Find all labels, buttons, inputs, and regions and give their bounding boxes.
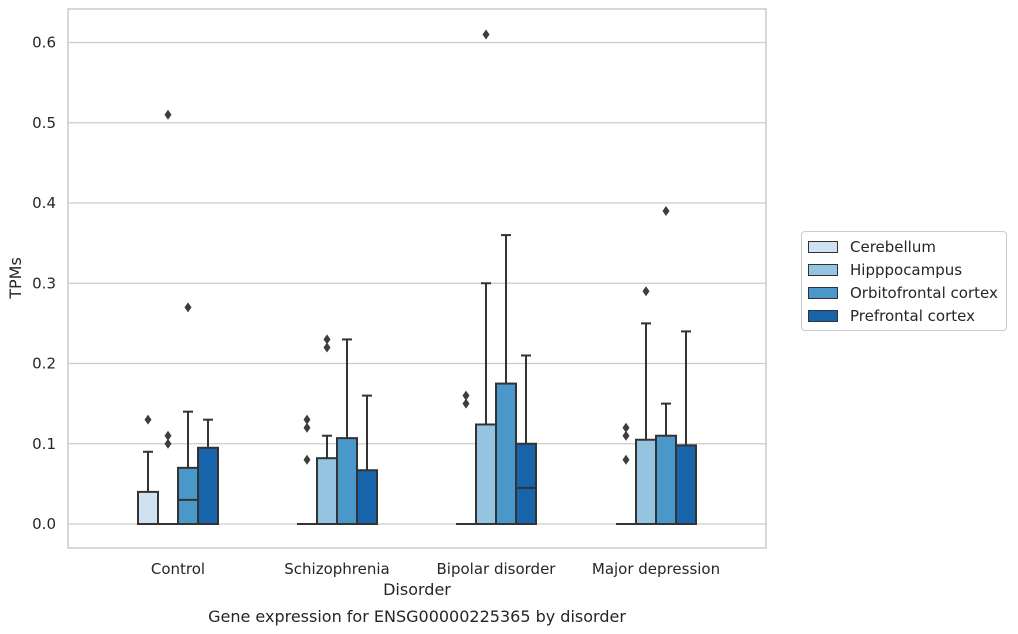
box-hipppocampus [635,286,657,525]
legend-item: Prefrontal cortex [802,304,1006,327]
box [655,434,677,526]
box-hipppocampus [316,334,338,526]
outlier-point [622,430,630,441]
box-hipppocampus [158,109,178,525]
outlier-point [164,438,172,449]
outlier-point [323,342,331,353]
box [675,444,697,526]
legend-swatch [808,286,838,299]
x-tick-label: Control [151,560,205,578]
legend-label: Cerebellum [850,237,936,256]
y-tick-label: 0.1 [32,435,56,453]
outlier-point [642,286,650,297]
outlier-point [303,422,311,433]
y-tick-label: 0.2 [32,355,56,373]
legend-label: Orbitofrontal cortex [850,283,998,302]
y-axis-ticks: 0.0 0.1 0.2 0.3 0.4 0.5 0.6 [32,34,56,534]
box [475,423,497,525]
box [495,382,517,525]
x-tick-label: Major depression [592,560,720,578]
outlier-point [462,398,470,409]
boxes [137,29,697,526]
y-tick-label: 0.6 [32,34,56,52]
outlier-point [303,454,311,465]
outlier-point [622,422,630,433]
box-orbitofrontal-cortex [655,206,677,526]
chart-title: Gene expression for ENSG00000225365 by d… [208,607,626,626]
box-prefrontal-cortex [356,394,378,526]
x-axis-title: Disorder [383,580,451,599]
box [177,466,199,526]
outlier-point [144,414,152,425]
box-orbitofrontal-cortex [177,302,199,526]
gridlines [68,41,766,525]
legend-item: Hipppocampus [802,258,1006,281]
y-tick-label: 0.4 [32,194,56,212]
box-prefrontal-cortex [515,354,537,525]
y-tick-label: 0.0 [32,515,56,533]
x-tick-label: Schizophrenia [284,560,389,578]
box [635,438,657,525]
legend: Cerebellum Hipppocampus Orbitofrontal cort… [801,231,1007,331]
x-tick-label: Bipolar disorder [437,560,557,578]
box [336,437,358,526]
legend-label: Hipppocampus [850,260,963,279]
box-cerebellum [297,414,317,525]
outlier-point [303,414,311,425]
box [515,442,537,525]
legend-swatch [808,263,838,276]
legend-swatch [808,240,838,253]
legend-swatch [808,309,838,322]
y-tick-label: 0.5 [32,114,56,132]
outlier-point [184,302,192,313]
box [316,457,338,526]
box-hipppocampus [475,29,497,525]
y-axis-title: TPMs [6,257,25,300]
box-orbitofrontal-cortex [495,234,517,525]
outlier-point [164,109,172,120]
box-orbitofrontal-cortex [336,338,358,526]
legend-item: Cerebellum [802,235,1006,258]
legend-item: Orbitofrontal cortex [802,281,1006,304]
box-prefrontal-cortex [675,330,697,526]
box [197,446,219,526]
plot-frame [67,8,767,549]
outlier-point [323,334,331,345]
box-cerebellum [616,422,636,525]
x-axis-ticks: Control Schizophrenia Bipolar disorder Majo… [151,560,720,578]
box [137,490,159,525]
y-tick-label: 0.3 [32,274,56,292]
outlier-point [462,390,470,401]
outlier-point [164,430,172,441]
legend-label: Prefrontal cortex [850,306,975,325]
box [356,469,378,526]
outlier-point [482,29,490,40]
box-cerebellum [137,414,159,525]
box-cerebellum [456,390,476,525]
box-prefrontal-cortex [197,418,219,526]
outlier-point [662,206,670,217]
outlier-point [622,454,630,465]
